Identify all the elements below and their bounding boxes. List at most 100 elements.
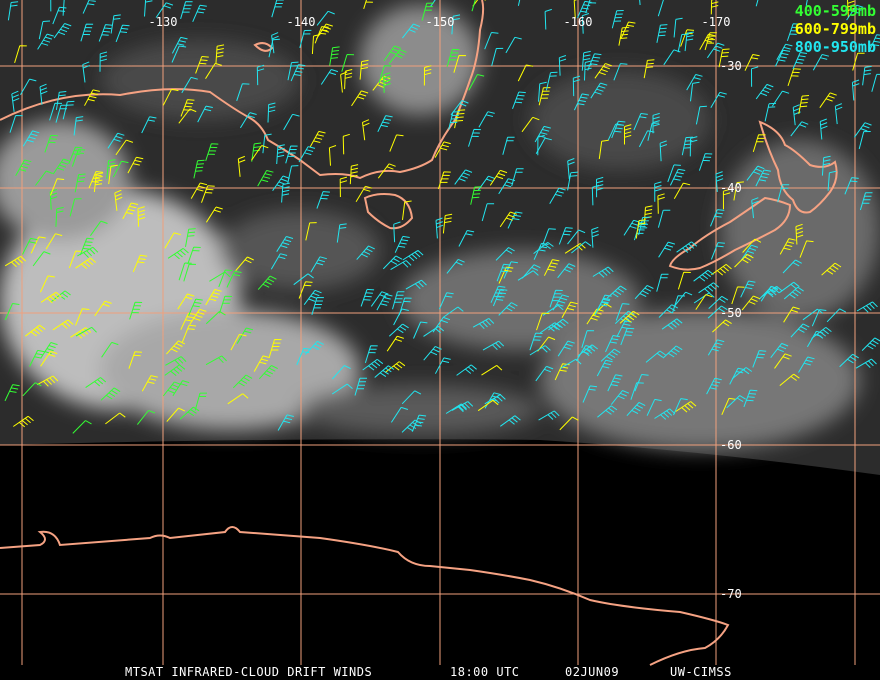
wind-barb bbox=[22, 237, 38, 255]
wind-barb bbox=[611, 120, 626, 139]
wind-barb bbox=[82, 0, 96, 14]
wind-barb bbox=[137, 409, 156, 425]
longitude-label: -160 bbox=[564, 15, 593, 29]
wind-barb bbox=[710, 242, 725, 260]
wind-barb bbox=[581, 330, 595, 348]
wind-barb bbox=[310, 256, 327, 273]
wind-barb bbox=[782, 259, 802, 274]
wind-barb bbox=[271, 0, 284, 18]
wind-barb bbox=[596, 359, 613, 377]
footer-text: UW-CIMSS bbox=[670, 665, 732, 679]
australia-coast bbox=[0, 0, 485, 180]
wind-barb bbox=[281, 182, 290, 203]
wind-barb bbox=[512, 91, 526, 109]
wind-barb bbox=[144, 0, 153, 17]
wind-barb bbox=[489, 169, 508, 186]
wind-barb bbox=[165, 356, 187, 366]
tasmania-coast bbox=[363, 193, 414, 230]
wind-barb bbox=[582, 385, 598, 403]
wind-barb bbox=[557, 263, 576, 279]
wind-barb bbox=[331, 383, 353, 395]
wind-barb bbox=[52, 6, 67, 25]
wind-barb bbox=[311, 34, 321, 55]
wind-barb bbox=[659, 140, 668, 162]
wind-barb bbox=[370, 291, 389, 307]
wind-barb bbox=[606, 285, 627, 299]
wind-barb bbox=[707, 339, 725, 356]
wind-barb bbox=[826, 308, 847, 323]
north-island-coast bbox=[758, 120, 838, 214]
wind-barb bbox=[693, 269, 714, 282]
wind-barb bbox=[270, 253, 288, 270]
wind-barb bbox=[155, 2, 174, 18]
wind-barb bbox=[499, 211, 518, 228]
wind-barb bbox=[481, 203, 495, 222]
wind-barb bbox=[620, 21, 636, 39]
wind-barb bbox=[490, 285, 506, 303]
longitude-label: -170 bbox=[702, 15, 731, 29]
wind-barb bbox=[75, 257, 97, 269]
wind-barb bbox=[50, 178, 65, 196]
wind-barb bbox=[819, 92, 837, 108]
wind-barb bbox=[451, 401, 474, 413]
wind-barb bbox=[752, 134, 766, 153]
wind-barb bbox=[137, 206, 146, 227]
wind-barb bbox=[94, 300, 112, 317]
wind-barb bbox=[573, 93, 590, 111]
wind-barb bbox=[844, 177, 859, 195]
wind-barb bbox=[267, 102, 276, 123]
coastlines bbox=[0, 0, 838, 666]
wind-barb bbox=[22, 130, 40, 147]
wind-barb bbox=[164, 364, 186, 376]
wind-barb bbox=[227, 393, 249, 405]
wind-barb bbox=[498, 178, 516, 195]
wind-barb bbox=[774, 49, 791, 67]
wind-barb bbox=[537, 134, 545, 156]
wind-barb bbox=[36, 375, 59, 387]
wind-barb bbox=[712, 319, 732, 333]
wind-barb bbox=[205, 289, 222, 306]
wind-barb bbox=[450, 100, 469, 116]
wind-barb bbox=[591, 184, 600, 206]
wind-barb bbox=[706, 377, 722, 395]
wind-barb bbox=[581, 50, 591, 71]
wind-barb bbox=[98, 24, 113, 42]
wind-barb bbox=[172, 380, 190, 397]
wind-barb bbox=[677, 33, 689, 53]
wind-barb bbox=[232, 374, 253, 389]
wind-barb bbox=[673, 398, 688, 416]
wind-barb bbox=[535, 365, 554, 382]
wind-barb bbox=[852, 52, 865, 71]
wind-barb bbox=[230, 333, 247, 351]
wind-barb bbox=[112, 160, 129, 178]
wind-barb bbox=[790, 323, 810, 338]
wind-barb bbox=[654, 181, 662, 202]
wind-barb bbox=[586, 308, 604, 325]
clouds bbox=[0, 5, 880, 450]
wind-barb bbox=[590, 82, 608, 99]
wind-barb bbox=[74, 173, 86, 193]
wind-barb bbox=[755, 0, 759, 7]
wind-barb bbox=[596, 176, 604, 198]
wind-barb bbox=[13, 415, 34, 428]
wind-barb bbox=[55, 91, 67, 110]
wind-barb bbox=[84, 89, 100, 106]
wind-barb bbox=[402, 249, 424, 262]
wind-barb bbox=[110, 14, 121, 34]
wind-barb bbox=[14, 45, 27, 64]
wind-barb bbox=[205, 143, 219, 162]
wind-barb bbox=[236, 83, 250, 101]
wind-barb bbox=[185, 228, 196, 247]
wind-barb bbox=[398, 297, 412, 316]
wind-barb bbox=[71, 149, 86, 167]
wind-barb bbox=[545, 71, 558, 91]
wind-barb bbox=[482, 340, 505, 351]
wind-barb bbox=[205, 355, 227, 366]
wind-barb bbox=[795, 223, 804, 245]
wind-barb bbox=[283, 113, 300, 131]
latitude-label: -30 bbox=[720, 59, 742, 73]
wind-barb bbox=[638, 216, 650, 236]
wind-barb bbox=[187, 246, 201, 265]
wind-barb bbox=[533, 242, 549, 260]
wind-barb bbox=[806, 330, 824, 348]
